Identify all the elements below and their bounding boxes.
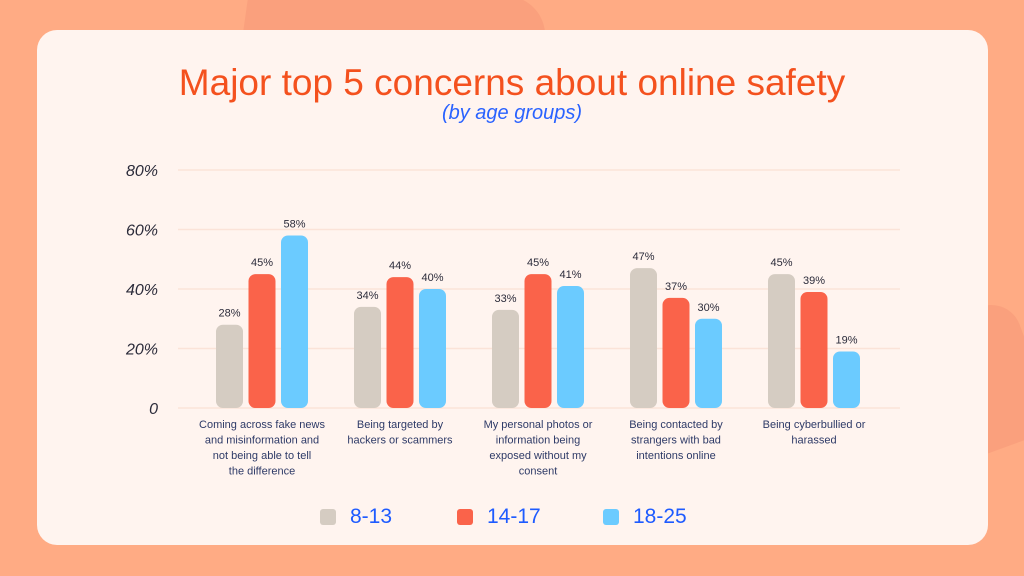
- data-label: 44%: [389, 260, 411, 272]
- legend: 8-13 14-17 18-25: [0, 505, 1024, 531]
- data-label: 34%: [356, 290, 378, 302]
- chart-title: Major top 5 concerns about online safety: [178, 62, 846, 103]
- data-label: 39%: [803, 275, 825, 287]
- data-label: 45%: [251, 257, 273, 269]
- chart-subtitle: (by age groups): [441, 102, 583, 124]
- y-tick-label: 80%: [126, 163, 158, 180]
- bar-14-17-2: [386, 277, 414, 408]
- x-category-label: Coming across fake news and misinformatio…: [199, 419, 325, 478]
- bar-18-25-5: [833, 351, 860, 408]
- data-label: 47%: [632, 251, 654, 263]
- data-label: 40%: [421, 272, 443, 284]
- legend-swatch: [603, 509, 619, 525]
- data-label: 45%: [770, 257, 792, 269]
- bar-8-13-5: [768, 274, 795, 408]
- data-label: 41%: [559, 269, 581, 281]
- bar-8-13-1: [216, 324, 243, 408]
- legend-swatch: [457, 509, 473, 525]
- data-label: 28%: [218, 308, 240, 320]
- y-tick-label: 20%: [125, 342, 158, 359]
- legend-item-18-25: 18-25: [603, 505, 687, 529]
- y-tick-label: 40%: [126, 282, 158, 299]
- legend-item-8-13: 8-13: [320, 505, 392, 529]
- x-category-label: Being cyberbullied or harassed: [763, 419, 866, 447]
- bar-14-17-4: [662, 297, 690, 408]
- x-category-label: Being targeted by hackers or scammers: [347, 419, 453, 447]
- data-label: 19%: [835, 334, 857, 346]
- bar-14-17-3: [524, 274, 552, 408]
- bar-18-25-3: [557, 286, 584, 408]
- legend-label: 14-17: [487, 505, 541, 528]
- x-category-label: My personal photos or information being ex…: [484, 419, 593, 478]
- chart-card: [37, 30, 988, 545]
- legend-label: 8-13: [350, 505, 393, 528]
- x-category-label: Being contacted by strangers with bad inte…: [629, 419, 723, 462]
- bar-14-17-1: [248, 274, 276, 408]
- legend-item-14-17: 14-17: [457, 505, 541, 529]
- bar-18-25-1: [281, 235, 308, 408]
- bar-8-13-2: [354, 306, 381, 408]
- bar-14-17-5: [800, 291, 828, 408]
- bar-18-25-4: [695, 318, 722, 408]
- bar-18-25-2: [419, 289, 446, 408]
- legend-label: 18-25: [633, 505, 687, 528]
- data-label: 33%: [494, 293, 516, 305]
- bar-8-13-3: [492, 309, 519, 408]
- y-tick-label: 0: [149, 401, 158, 418]
- y-tick-label: 60%: [126, 223, 158, 240]
- legend-swatch: [320, 509, 336, 525]
- data-label: 45%: [527, 257, 549, 269]
- bar-8-13-4: [630, 268, 657, 408]
- data-label: 37%: [665, 281, 687, 293]
- data-label: 58%: [283, 218, 305, 230]
- data-label: 30%: [697, 302, 719, 314]
